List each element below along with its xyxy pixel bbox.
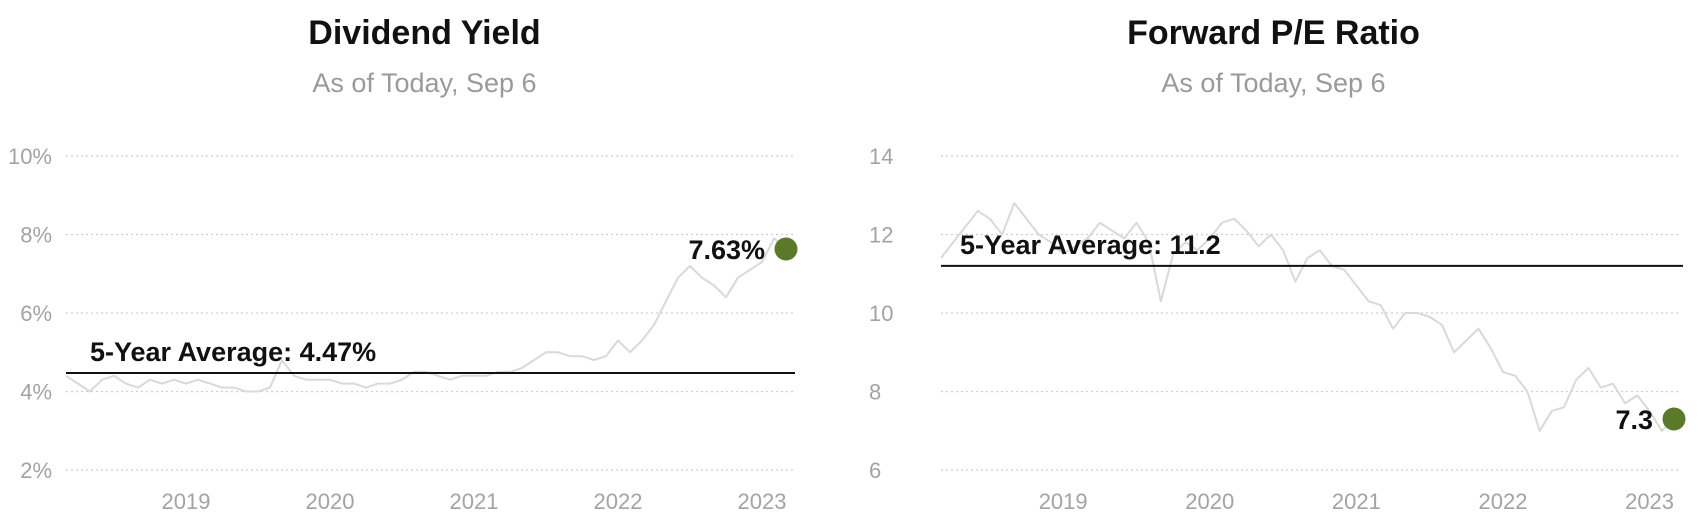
y-tick-label: 6% [20, 301, 52, 326]
x-tick-label: 2023 [738, 489, 787, 514]
last-value-marker [774, 237, 798, 261]
x-tick-label: 2020 [1185, 489, 1234, 514]
forward-pe-plot: 6 8 10 12 14 2019 2020 2021 2022 2023 5-Year Avera… [869, 144, 1686, 514]
y-tick-label: 2% [20, 458, 52, 483]
chart-title: Forward P/E Ratio [1127, 14, 1420, 52]
series-line [940, 202, 1675, 432]
y-tick-label: 8 [869, 380, 881, 405]
dividend-yield-panel: Dividend Yield As of Today, Sep 6 2% 4% 6%… [8, 14, 798, 514]
x-tick-label: 2022 [1478, 489, 1527, 514]
chart-subtitle: As of Today, Sep 6 [312, 68, 537, 98]
y-tick-label: 8% [20, 223, 52, 248]
x-tick-label: 2020 [306, 489, 355, 514]
last-value-marker [1662, 407, 1686, 431]
y-tick-label: 12 [869, 223, 893, 248]
x-tick-label: 2021 [1332, 489, 1381, 514]
y-tick-label: 14 [869, 144, 893, 169]
y-tick-label: 10% [8, 144, 52, 169]
average-label: 5-Year Average: 4.47% [90, 337, 376, 367]
last-value-label: 7.3 [1615, 405, 1653, 435]
chart-subtitle: As of Today, Sep 6 [1161, 68, 1386, 98]
x-tick-label: 2019 [1039, 489, 1088, 514]
y-tick-label: 4% [20, 380, 52, 405]
x-tick-label: 2022 [594, 489, 643, 514]
last-value-label: 7.63% [688, 235, 765, 265]
dividend-yield-plot: 2% 4% 6% 8% 10% 2019 2020 2021 2022 2023 5-Year Av… [8, 144, 798, 514]
average-label: 5-Year Average: 11.2 [960, 230, 1221, 260]
y-tick-label: 6 [869, 458, 881, 483]
x-tick-label: 2023 [1625, 489, 1674, 514]
x-tick-label: 2019 [162, 489, 211, 514]
x-tick-label: 2021 [450, 489, 499, 514]
chart-title: Dividend Yield [308, 14, 541, 52]
y-tick-label: 10 [869, 301, 893, 326]
series-line [65, 237, 787, 393]
forward-pe-panel: Forward P/E Ratio As of Today, Sep 6 6 8 1… [849, 0, 1698, 526]
